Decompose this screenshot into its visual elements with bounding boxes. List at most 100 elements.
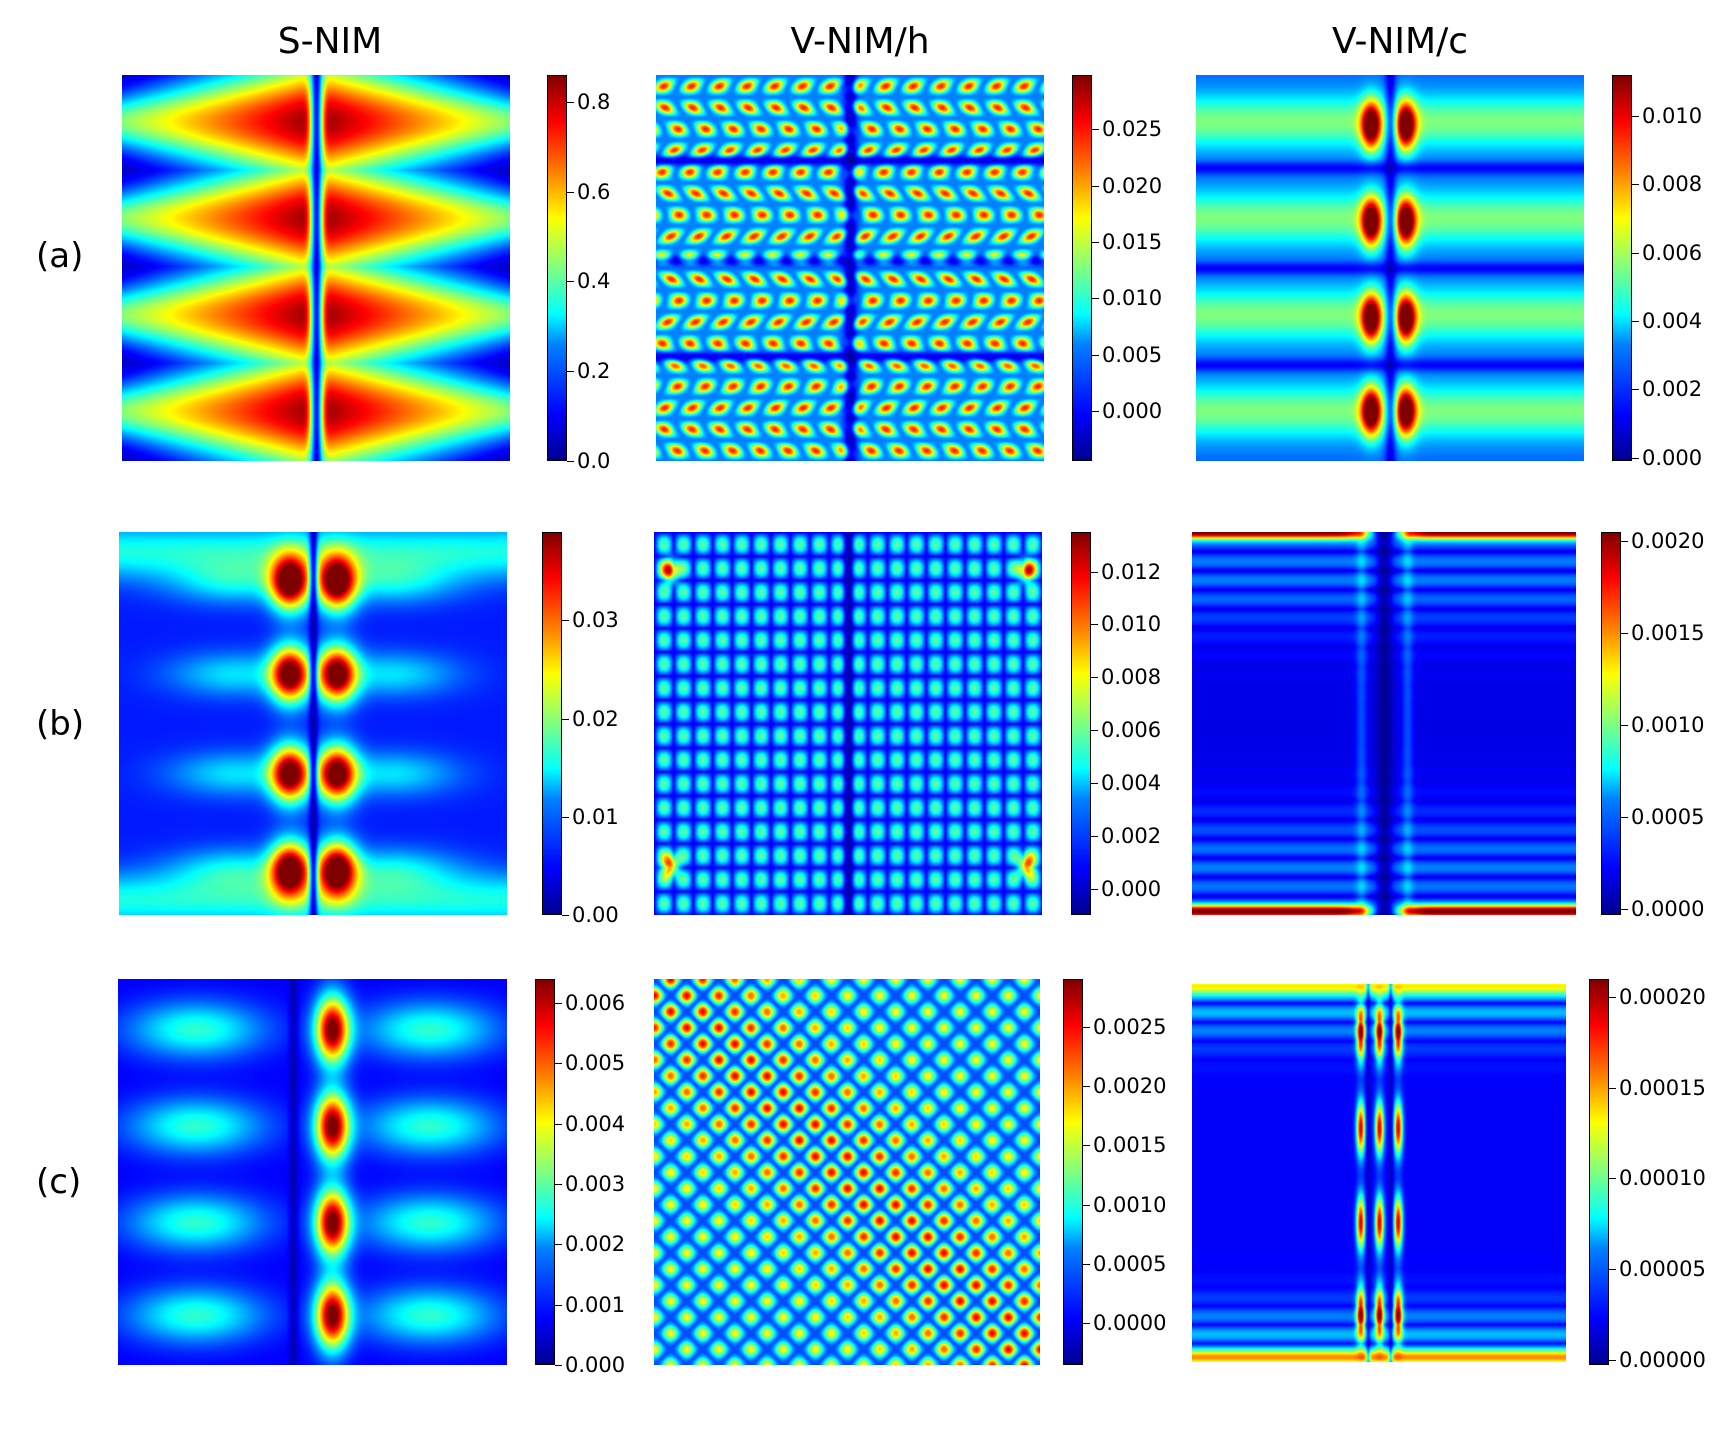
row-label-a: (a) <box>36 236 84 276</box>
colorbar-tick <box>562 620 569 621</box>
heatmap-v-nim-h-a <box>656 75 1044 461</box>
colorbar-tick-label: 0.0 <box>577 449 611 473</box>
colorbar-tick <box>1092 355 1099 356</box>
colorbar-tick <box>1091 677 1098 678</box>
colorbar-tick-label: 0.006 <box>1642 241 1703 265</box>
colorbar-tick-label: 0.010 <box>1101 612 1162 636</box>
colorbar-tick-label: 0.010 <box>1102 286 1163 310</box>
colorbar-tick-label: 0.003 <box>565 1172 626 1196</box>
colorbar-tick <box>567 371 574 372</box>
colorbar-tick-label: 0.03 <box>572 608 619 632</box>
colorbar-tick <box>1083 1027 1090 1028</box>
heatmap-canvas-s-nim-a <box>122 75 510 461</box>
row-label-b: (b) <box>36 704 85 744</box>
colorbar-tick <box>567 461 574 462</box>
colorbar-v-nim-h-b: 0.000 0.002 0.004 0.006 0.008 0.010 0.012 <box>1071 532 1211 915</box>
colorbar-tick <box>555 1365 562 1366</box>
colorbar-tick-label: 0.005 <box>1102 343 1163 367</box>
colorbar-tick <box>567 192 574 193</box>
colorbar-tick <box>1632 321 1639 322</box>
heatmap-v-nim-h-c <box>654 979 1040 1365</box>
heatmap-v-nim-c-b <box>1192 532 1576 915</box>
colorbar-tick-label: 0.002 <box>1642 377 1703 401</box>
colorbar-tick <box>1621 633 1628 634</box>
colorbar-tick <box>567 281 574 282</box>
colorbar-gradient <box>1071 532 1091 915</box>
colorbar-gradient <box>1601 532 1621 915</box>
colorbar-tick-label: 0.000 <box>1101 877 1162 901</box>
colorbar-tick-label: 0.0010 <box>1631 713 1705 737</box>
colorbar-tick-label: 0.000 <box>1642 446 1703 470</box>
colorbar-tick <box>555 1063 562 1064</box>
colorbar-gradient <box>1589 979 1609 1365</box>
colorbar-tick <box>1621 541 1628 542</box>
colorbar-tick-label: 0.006 <box>565 991 626 1015</box>
heatmap-v-nim-c-c <box>1192 984 1566 1362</box>
colorbar-tick <box>562 915 569 916</box>
colorbar-s-nim-c: 0.000 0.001 0.002 0.003 0.004 0.005 0.006 <box>535 979 675 1377</box>
row-label-c: (c) <box>36 1162 82 1202</box>
colorbar-tick-label: 0.004 <box>565 1112 626 1136</box>
colorbar-tick-label: 0.004 <box>1101 771 1162 795</box>
colorbar-tick <box>1092 129 1099 130</box>
colorbar-tick <box>555 1184 562 1185</box>
colorbar-tick <box>1609 1360 1616 1361</box>
colorbar-s-nim-a: 0.0 0.2 0.4 0.6 0.8 <box>547 75 687 473</box>
colorbar-tick-label: 0.0010 <box>1093 1193 1167 1217</box>
heatmap-canvas-v-nim-c-a <box>1196 75 1584 461</box>
colorbar-tick-label: 0.0005 <box>1631 805 1705 829</box>
colorbar-tick <box>1091 572 1098 573</box>
colorbar-tick <box>1091 624 1098 625</box>
colorbar-gradient <box>1612 75 1632 461</box>
heatmap-canvas-s-nim-b <box>119 532 507 915</box>
colorbar-tick-label: 0.00005 <box>1619 1257 1706 1281</box>
colorbar-tick <box>1091 783 1098 784</box>
colorbar-tick-label: 0.00015 <box>1619 1076 1706 1100</box>
colorbar-tick <box>567 102 574 103</box>
colorbar-gradient <box>535 979 555 1365</box>
colorbar-tick-label: 0.0020 <box>1093 1074 1167 1098</box>
colorbar-v-nim-c-a: 0.000 0.002 0.004 0.006 0.008 0.010 <box>1612 75 1713 470</box>
colorbar-tick <box>1621 817 1628 818</box>
colorbar-tick <box>562 817 569 818</box>
colorbar-tick-label: 0.000 <box>565 1353 626 1377</box>
colorbar-tick <box>1609 1088 1616 1089</box>
colorbar-tick <box>1632 458 1639 459</box>
colorbar-v-nim-h-a: 0.000 0.005 0.010 0.015 0.020 0.025 <box>1072 75 1212 461</box>
colorbar-tick-label: 0.0015 <box>1631 621 1705 645</box>
colorbar-tick-label: 0.008 <box>1642 172 1703 196</box>
column-title-v-nim-c: V-NIM/c <box>1331 21 1469 62</box>
colorbar-tick-label: 0.008 <box>1101 665 1162 689</box>
column-title-s-nim: S-NIM <box>277 21 383 62</box>
colorbar-tick <box>1083 1086 1090 1087</box>
colorbar-s-nim-b: 0.00 0.01 0.02 0.03 <box>542 532 682 927</box>
heatmap-canvas-v-nim-c-b <box>1192 532 1576 915</box>
colorbar-tick-label: 0.01 <box>572 805 619 829</box>
colorbar-tick <box>1632 389 1639 390</box>
heatmap-v-nim-h-b <box>654 532 1042 915</box>
heatmap-s-nim-b <box>119 532 507 915</box>
colorbar-tick-label: 0.0000 <box>1631 897 1705 921</box>
heatmap-canvas-v-nim-c-c <box>1192 984 1566 1362</box>
colorbar-tick <box>1092 186 1099 187</box>
colorbar-tick-label: 0.001 <box>565 1293 626 1317</box>
colorbar-tick <box>555 1124 562 1125</box>
colorbar-tick <box>1091 730 1098 731</box>
colorbar-tick-label: 0.000 <box>1102 399 1163 423</box>
heatmap-canvas-s-nim-c <box>118 979 507 1365</box>
colorbar-v-nim-c-c: 0.00000 0.00005 0.00010 0.00015 0.00020 <box>1589 979 1713 1372</box>
colorbar-tick <box>1083 1205 1090 1206</box>
colorbar-tick-label: 0.002 <box>565 1232 626 1256</box>
heatmap-canvas-v-nim-h-b <box>654 532 1042 915</box>
heatmap-canvas-v-nim-h-c <box>654 979 1040 1365</box>
colorbar-tick <box>1632 253 1639 254</box>
colorbar-tick <box>1083 1145 1090 1146</box>
colorbar-tick <box>1092 298 1099 299</box>
colorbar-tick-label: 0.00010 <box>1619 1166 1706 1190</box>
colorbar-tick-label: 0.005 <box>565 1051 626 1075</box>
heatmap-s-nim-a <box>122 75 510 461</box>
colorbar-tick-label: 0.00000 <box>1619 1348 1706 1372</box>
colorbar-tick <box>1092 242 1099 243</box>
colorbar-tick-label: 0.0000 <box>1093 1311 1167 1335</box>
colorbar-tick <box>1609 1178 1616 1179</box>
